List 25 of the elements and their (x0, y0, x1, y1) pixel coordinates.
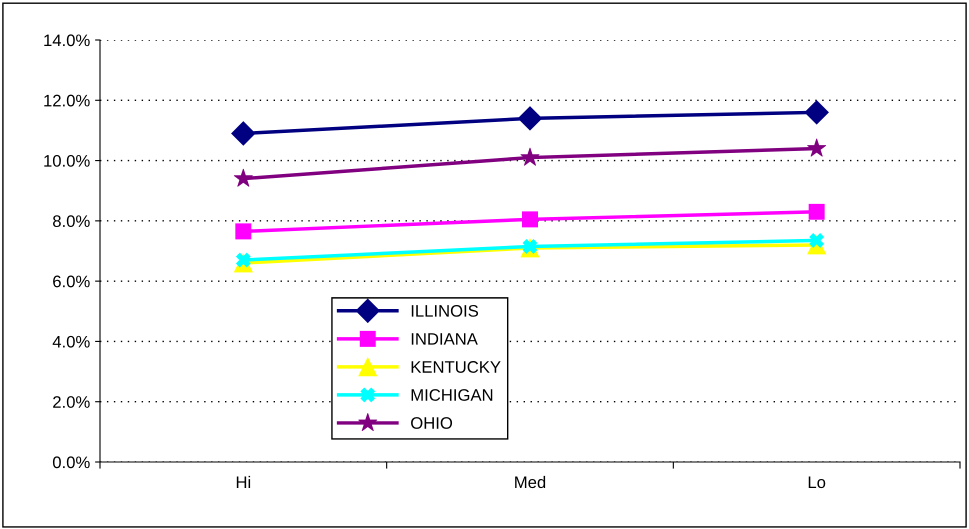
y-tick-label: 14.0% (44, 34, 90, 46)
y-tick-label: 10.0% (44, 154, 90, 167)
point (522, 211, 538, 228)
point (807, 138, 826, 157)
legend-label: MICHIGAN (412, 389, 492, 401)
point (808, 204, 825, 220)
y-tick-label: 0.0% (52, 456, 90, 468)
point (235, 223, 252, 240)
point (518, 106, 542, 131)
x-tick-label: Hi (236, 476, 250, 488)
legend-label: OHIO (411, 417, 452, 429)
point (520, 147, 540, 166)
point (804, 100, 829, 124)
y-tick-label: 6.0% (53, 276, 90, 288)
y-tick-label: 4.0% (52, 336, 90, 348)
legend-label: ILLINOIS (412, 304, 478, 317)
legend-label: INDIANA (412, 333, 478, 345)
legend-label: KENTUCKY (412, 361, 501, 373)
point (231, 121, 256, 146)
y-tick-label: 12.0% (44, 94, 90, 106)
x-tick-label: Med (515, 476, 546, 488)
y-tick-label: 8.0% (53, 215, 90, 228)
point (234, 168, 253, 187)
x-tick-label: Lo (808, 476, 826, 488)
y-tick-label: 2.0% (53, 396, 90, 408)
